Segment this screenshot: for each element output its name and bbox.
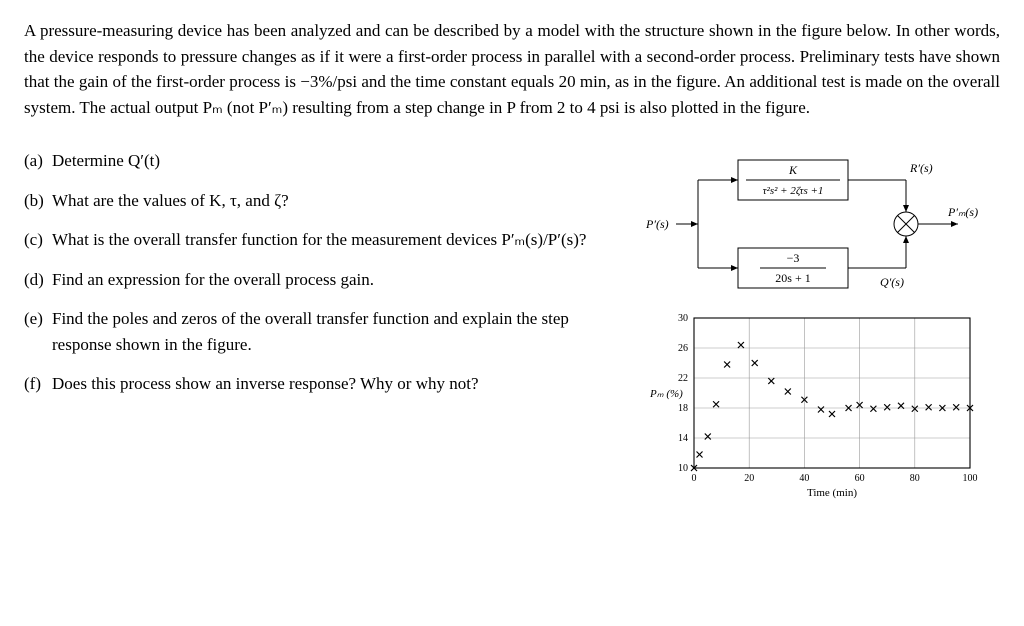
figures-column: P′(s) Kτ²s² + 2ζτs +1 −3 20s + 1 R′(s) Q′(s) P…	[642, 148, 1000, 500]
step-response-chart: 0 20 40 60 80 100 10 14 18 22 26 30 Time (min) Pₘ (%)	[642, 310, 982, 500]
svg-text:60: 60	[854, 473, 864, 484]
question-text: What are the values of K, τ, and ζ?	[52, 188, 289, 214]
svg-text:30: 30	[678, 313, 688, 324]
svg-text:14: 14	[678, 433, 688, 444]
block-diagram: P′(s) Kτ²s² + 2ζτs +1 −3 20s + 1 R′(s) Q′(s) P…	[642, 148, 982, 298]
svg-text:R′(s): R′(s)	[909, 161, 933, 175]
question-label: (e)	[24, 306, 52, 357]
question-text: What is the overall transfer function fo…	[52, 227, 586, 253]
svg-text:P′(s): P′(s)	[645, 217, 669, 231]
question-text: Find the poles and zeros of the overall …	[52, 306, 614, 357]
svg-text:τ²s² + 2ζτs +1: τ²s² + 2ζτs +1	[762, 185, 823, 197]
svg-text:Pₘ (%): Pₘ (%)	[649, 388, 683, 400]
problem-statement: A pressure-measuring device has been ana…	[24, 18, 1000, 120]
svg-text:40: 40	[799, 473, 809, 484]
svg-text:22: 22	[678, 373, 688, 384]
svg-text:0: 0	[691, 473, 696, 484]
question-label: (c)	[24, 227, 52, 253]
svg-text:18: 18	[678, 403, 688, 414]
question-text: Does this process show an inverse respon…	[52, 371, 479, 397]
svg-text:80: 80	[909, 473, 919, 484]
question-label: (d)	[24, 267, 52, 293]
question-e: (e) Find the poles and zeros of the over…	[24, 306, 614, 357]
question-label: (b)	[24, 188, 52, 214]
questions-column: (a) Determine Q′(t) (b) What are the val…	[24, 148, 614, 500]
question-b: (b) What are the values of K, τ, and ζ?	[24, 188, 614, 214]
question-text: Determine Q′(t)	[52, 148, 160, 174]
svg-text:K: K	[788, 163, 798, 177]
question-a: (a) Determine Q′(t)	[24, 148, 614, 174]
question-label: (f)	[24, 371, 52, 397]
svg-text:20s + 1: 20s + 1	[775, 271, 810, 285]
svg-text:P′ₘ(s): P′ₘ(s)	[947, 205, 978, 219]
svg-text:10: 10	[678, 463, 688, 474]
question-label: (a)	[24, 148, 52, 174]
question-d: (d) Find an expression for the overall p…	[24, 267, 614, 293]
question-text: Find an expression for the overall proce…	[52, 267, 374, 293]
question-c: (c) What is the overall transfer functio…	[24, 227, 614, 253]
svg-text:Time (min): Time (min)	[807, 487, 857, 499]
question-f: (f) Does this process show an inverse re…	[24, 371, 614, 397]
svg-text:20: 20	[744, 473, 754, 484]
svg-text:26: 26	[678, 343, 688, 354]
svg-text:−3: −3	[786, 251, 799, 265]
svg-text:Q′(s): Q′(s)	[880, 275, 904, 289]
svg-text:100: 100	[962, 473, 977, 484]
